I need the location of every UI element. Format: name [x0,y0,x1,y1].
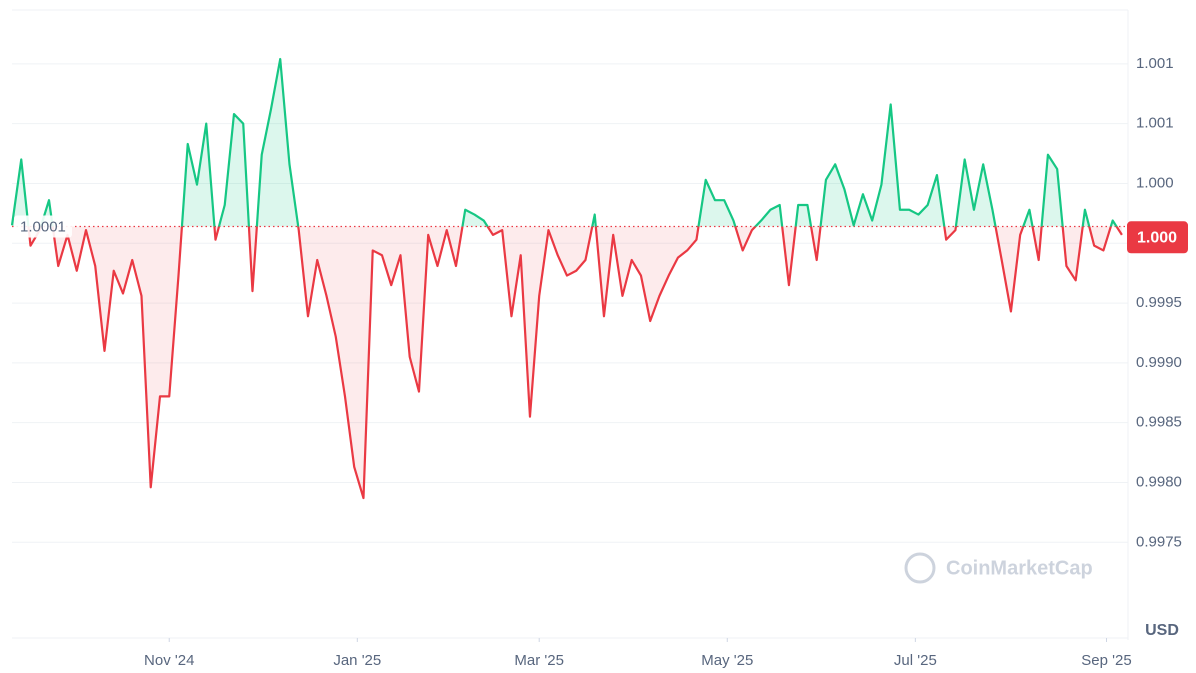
baseline-label: 1.0001 [20,218,66,235]
area-up [12,59,1122,227]
y-tick-label: 1.001 [1136,115,1174,132]
x-tick-label: Nov '24 [144,652,194,669]
x-tick-label: Jan '25 [333,652,381,669]
y-tick-label: 0.9980 [1136,473,1182,490]
x-tick-label: Jul '25 [894,652,937,669]
y-tick-label: 0.9995 [1136,294,1182,311]
watermark-logo [904,552,936,584]
x-tick-label: Sep '25 [1081,652,1131,669]
x-tick-label: May '25 [701,652,753,669]
last-price-label: 1.000 [1137,229,1177,246]
baseline-label-box [14,215,72,238]
x-tick-label: Mar '25 [514,652,564,669]
area-down [28,226,1122,499]
y-tick-label: 1.000 [1136,174,1174,191]
y-tick-label: 0.9990 [1136,354,1182,371]
last-price-badge [1127,221,1188,254]
watermark-text: CoinMarketCap [946,557,1093,579]
watermark: CoinMarketCap [904,552,1093,584]
price-line-down [27,226,1123,500]
y-tick-label: 0.9975 [1136,533,1182,550]
y-tick-label: 1.001 [1136,55,1174,72]
currency-label: USD [1145,622,1179,639]
price-line-up [10,57,1118,227]
y-tick-label: 0.9985 [1136,414,1182,431]
